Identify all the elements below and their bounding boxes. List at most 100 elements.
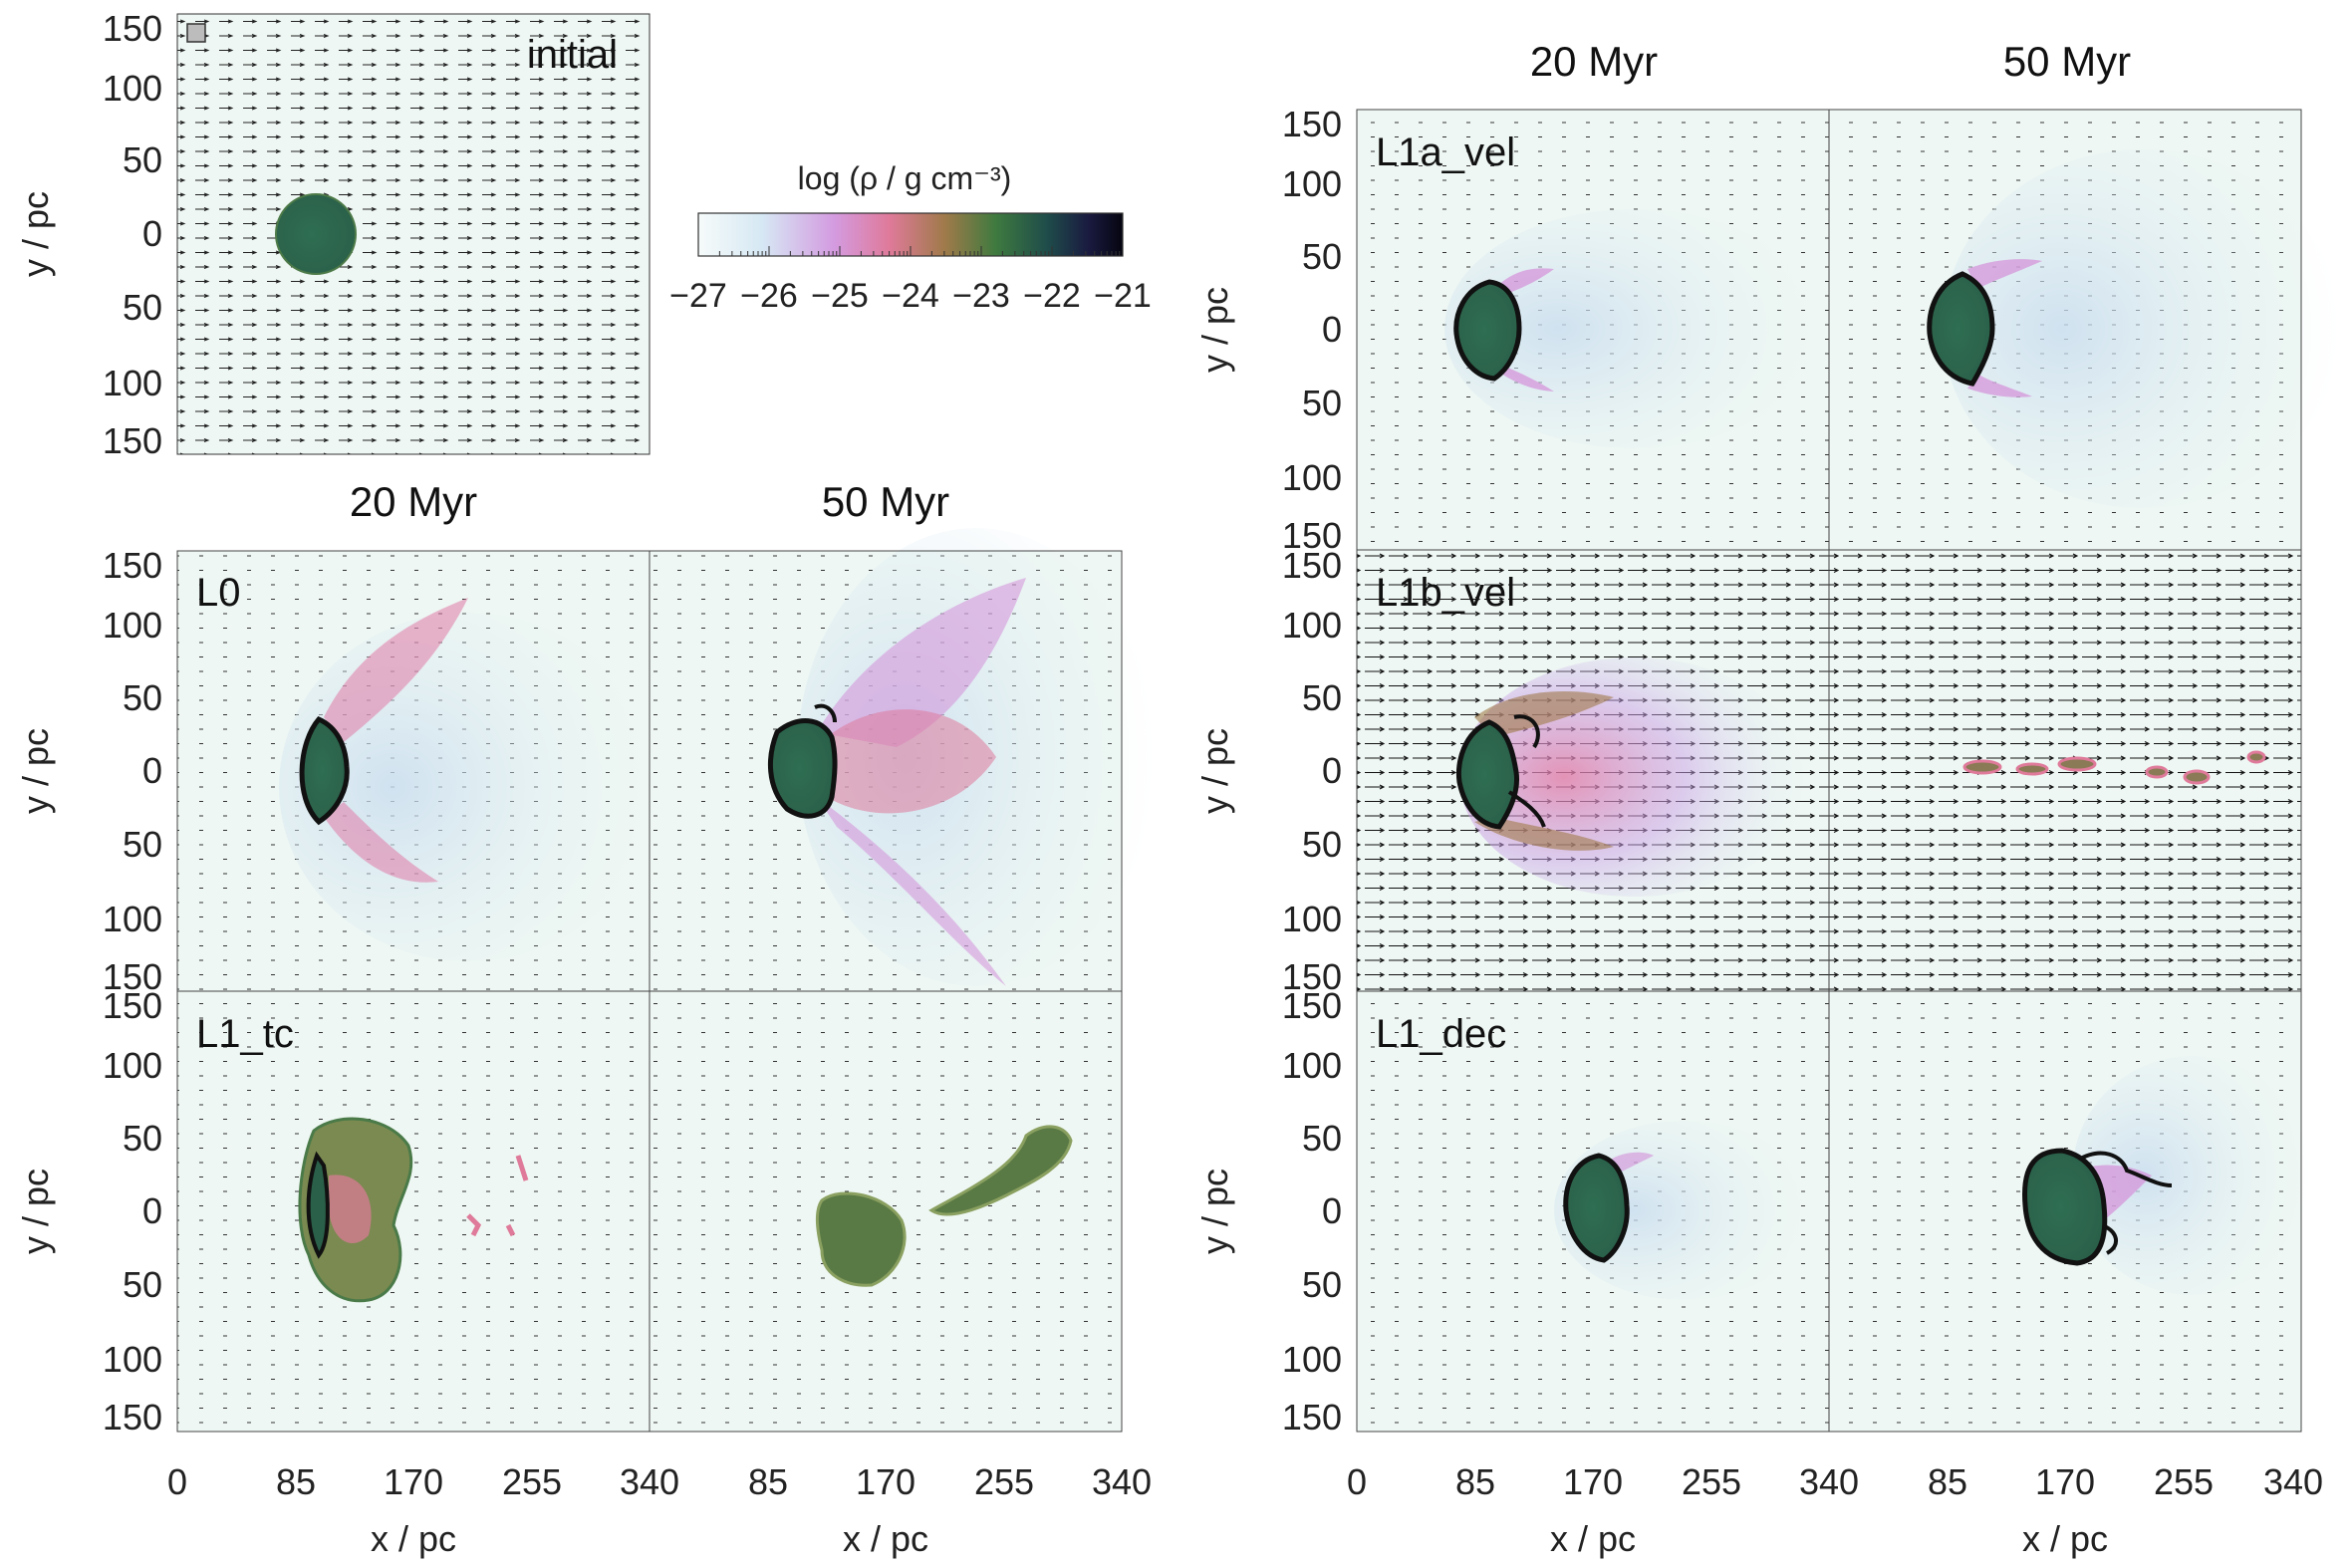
x-tick: 0 xyxy=(167,1461,187,1502)
panel-label-initial: initial xyxy=(527,33,618,77)
colorbar-tick-label: −25 xyxy=(811,277,869,315)
y-tick: 100 xyxy=(103,899,162,939)
cloud xyxy=(1453,279,1522,382)
x-tick: 255 xyxy=(1682,1461,1741,1502)
x-tick: 85 xyxy=(1455,1461,1495,1502)
panel-label: L1_tc xyxy=(196,1012,294,1056)
y-tick: 50 xyxy=(1302,383,1342,423)
y-tick: 50 xyxy=(1302,236,1342,277)
y-tick: 150 xyxy=(1282,104,1342,144)
y-tick: 50 xyxy=(123,677,162,718)
y-axis-label: y / pc xyxy=(15,1169,56,1254)
y-axis-right: 150 100 50 0 50 100 150 150 100 50 0 50 … xyxy=(1282,104,1342,1437)
y-tick: 100 xyxy=(1282,1045,1342,1086)
y-tick: 150 xyxy=(1282,1397,1342,1437)
colorbar-tick-label: −22 xyxy=(1023,277,1081,315)
panel-L1dec-20: L1_dec xyxy=(1357,991,1829,1432)
y-tick: 150 xyxy=(103,985,162,1026)
y-tick: 150 xyxy=(103,420,162,461)
colorbar-tick-label: −27 xyxy=(669,277,727,315)
panel-label: L1a_vel xyxy=(1376,131,1515,174)
y-tick: 50 xyxy=(123,1118,162,1159)
colorbar-tick-label: −26 xyxy=(740,277,798,315)
y-axis-label: y / pc xyxy=(15,728,56,814)
x-axis-label: x / pc xyxy=(843,1518,928,1559)
y-tick: 0 xyxy=(1322,309,1342,350)
y-tick: 100 xyxy=(103,363,162,403)
y-tick: 50 xyxy=(1302,1264,1342,1305)
x-tick: 85 xyxy=(276,1461,316,1502)
y-tick: 100 xyxy=(103,68,162,109)
x-axis-left: 0 85 170 255 340 85 170 255 340 xyxy=(167,1461,1152,1502)
cloud xyxy=(767,718,838,819)
x-tick: 85 xyxy=(748,1461,788,1502)
y-tick: 150 xyxy=(1282,545,1342,586)
y-tick: 0 xyxy=(142,750,162,791)
panel-L0-50 xyxy=(650,528,1156,991)
panel-L1b-50 xyxy=(1829,550,2301,991)
column-title: 50 Myr xyxy=(822,478,949,525)
panel-L0-20: L0 xyxy=(177,551,657,991)
panel-label: L1_dec xyxy=(1376,1012,1506,1056)
cloud xyxy=(275,193,357,275)
y-tick: 100 xyxy=(1282,899,1342,939)
y-axis-label: y / pc xyxy=(1194,287,1235,373)
y-tick: 150 xyxy=(1282,956,1342,997)
y-tick: 100 xyxy=(1282,605,1342,646)
y-tick: 100 xyxy=(103,1045,162,1086)
panel-L1b-20: L1b_vel xyxy=(1357,550,1829,991)
grid-marker-icon xyxy=(186,23,206,43)
y-axis-label: y / pc xyxy=(1194,1169,1235,1254)
y-tick: 150 xyxy=(103,545,162,586)
y-tick: 150 xyxy=(103,8,162,49)
panel-label: L0 xyxy=(196,571,241,615)
colorbar-label: log (ρ / g cm⁻³) xyxy=(798,160,1012,196)
cloud xyxy=(1455,719,1520,830)
y-tick: 50 xyxy=(123,824,162,865)
x-tick: 85 xyxy=(1928,1461,1967,1502)
y-tick: 100 xyxy=(103,605,162,646)
cloud xyxy=(1563,1153,1630,1263)
cloud xyxy=(299,715,350,826)
x-tick: 170 xyxy=(1563,1461,1623,1502)
cloud xyxy=(1927,271,1995,387)
panel-L1tc-20: L1_tc xyxy=(177,991,650,1432)
y-tick: 0 xyxy=(1322,750,1342,791)
colorbar-tick-label: −23 xyxy=(952,277,1010,315)
y-axis-left: 150 100 50 0 50 100 150 150 100 50 0 50 … xyxy=(103,545,162,1437)
y-tick: 50 xyxy=(123,139,162,180)
y-axis-label: y / pc xyxy=(1194,728,1235,814)
x-tick: 340 xyxy=(1799,1461,1859,1502)
y-tick: 150 xyxy=(103,1397,162,1437)
panel-initial: initial xyxy=(176,13,651,455)
y-tick: 0 xyxy=(142,1190,162,1231)
x-tick: 170 xyxy=(384,1461,443,1502)
y-tick: 100 xyxy=(1282,457,1342,498)
colorbar-tick-label: −24 xyxy=(882,277,939,315)
y-tick: 100 xyxy=(103,1339,162,1380)
y-tick: 150 xyxy=(1282,515,1342,556)
y-axis-initial: 150 100 50 0 50 100 150 xyxy=(103,8,162,461)
column-title: 20 Myr xyxy=(350,478,477,525)
y-tick: 100 xyxy=(1282,163,1342,204)
colorbar-tick-label: −21 xyxy=(1094,277,1152,315)
y-tick: 50 xyxy=(123,287,162,328)
x-tick: 340 xyxy=(2263,1461,2323,1502)
y-axis-label: y / pc xyxy=(15,191,56,277)
x-tick: 170 xyxy=(856,1461,915,1502)
x-axis-label: x / pc xyxy=(1550,1518,1636,1559)
panel-L1tc-50 xyxy=(650,991,1122,1432)
panel-L1a-50 xyxy=(1829,110,2341,550)
panel-L1dec-50 xyxy=(1829,991,2311,1432)
x-tick: 0 xyxy=(1347,1461,1367,1502)
colorbar-ticks xyxy=(697,246,1124,256)
y-tick: 50 xyxy=(1302,824,1342,865)
x-tick: 340 xyxy=(620,1461,679,1502)
y-tick: 150 xyxy=(1282,985,1342,1026)
y-tick: 50 xyxy=(1302,677,1342,718)
cloud xyxy=(2021,1148,2108,1266)
x-axis-label: x / pc xyxy=(371,1518,456,1559)
y-tick: 100 xyxy=(1282,1339,1342,1380)
x-tick: 170 xyxy=(2035,1461,2095,1502)
